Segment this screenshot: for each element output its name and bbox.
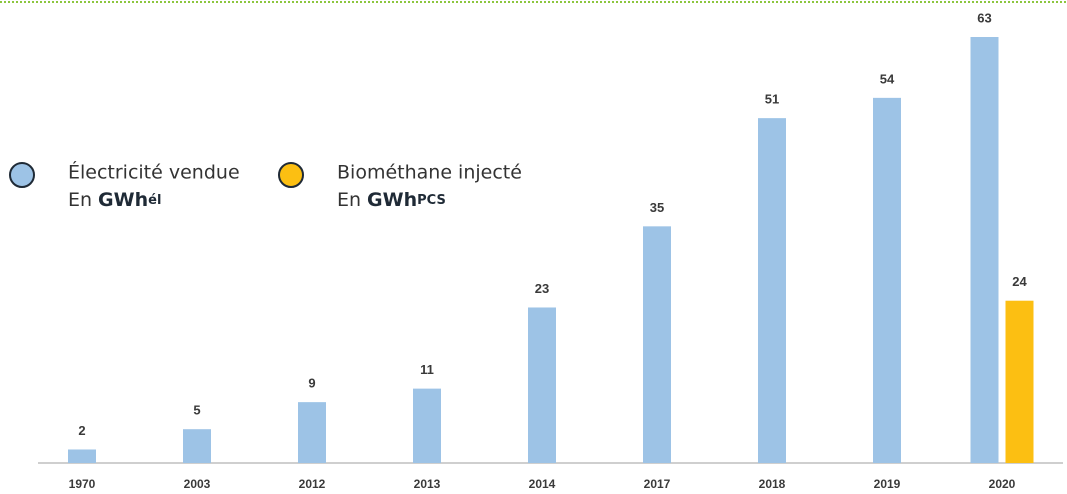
data-label: 11 — [420, 362, 434, 377]
data-label: 51 — [765, 92, 779, 107]
bar — [1005, 300, 1034, 463]
bar — [298, 402, 326, 463]
bar — [68, 449, 96, 463]
unit-prefix: En — [68, 189, 92, 211]
bar — [643, 226, 671, 463]
data-label: 63 — [977, 10, 991, 25]
unit: GWh — [98, 189, 148, 211]
data-label: 5 — [193, 403, 200, 418]
x-tick-label: 1970 — [69, 477, 96, 490]
legend-label: Électricité vendue — [68, 161, 240, 184]
unit: GWh — [367, 189, 417, 211]
x-tick-label: 2017 — [644, 477, 671, 490]
data-label: 2 — [78, 423, 85, 438]
x-tick-label: 2018 — [759, 477, 786, 490]
unit-sub: PCS — [417, 193, 446, 208]
legend-swatch — [9, 162, 35, 188]
x-tick-label: 2014 — [529, 477, 556, 490]
bar — [873, 97, 901, 463]
legend-unit: En GWhPCS — [337, 189, 446, 211]
x-tick-label: 2012 — [299, 477, 326, 490]
bar — [970, 37, 999, 463]
bar — [528, 307, 556, 463]
unit-prefix: En — [337, 189, 361, 211]
data-label: 35 — [650, 200, 664, 215]
legend-label: Biométhane injecté — [337, 162, 522, 184]
data-label: 23 — [535, 281, 549, 296]
bar — [413, 388, 441, 463]
bar — [758, 118, 786, 464]
data-label: 9 — [308, 376, 315, 391]
x-tick-label: 2003 — [184, 477, 211, 490]
data-label: 24 — [1012, 274, 1027, 289]
x-tick-label: 2020 — [989, 477, 1016, 490]
legend-swatch — [278, 162, 304, 188]
data-label: 54 — [880, 71, 895, 86]
x-tick-label: 2019 — [874, 477, 901, 490]
bar — [183, 429, 211, 463]
x-tick-label: 2013 — [414, 477, 441, 490]
legend-unit: En GWhél — [68, 189, 161, 211]
unit-sub: él — [148, 193, 161, 208]
